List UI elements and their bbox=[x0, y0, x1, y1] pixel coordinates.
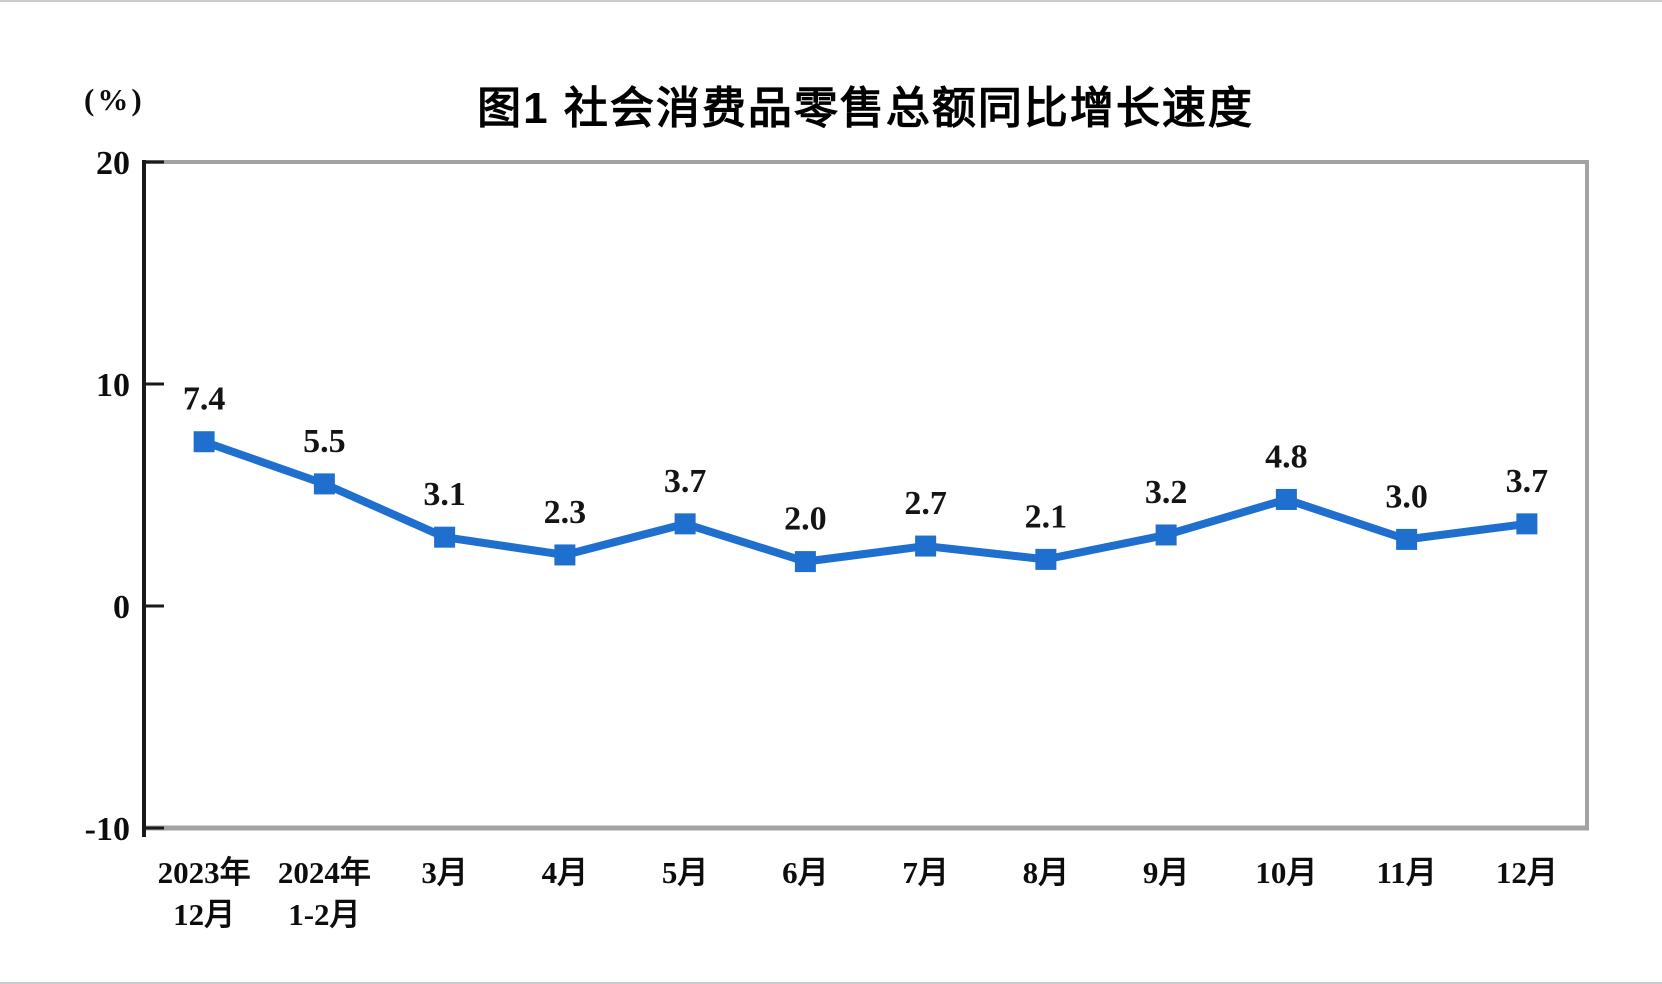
y-tick-label: 20 bbox=[96, 145, 130, 182]
x-axis-label: 12月 bbox=[1496, 855, 1558, 890]
data-point-marker bbox=[1155, 524, 1177, 546]
data-point-label: 5.5 bbox=[303, 423, 346, 460]
y-tick-label: 0 bbox=[113, 589, 130, 626]
series-line bbox=[200, 437, 1531, 566]
x-axis-label: 9月 bbox=[1143, 855, 1190, 890]
y-tick-label: -10 bbox=[85, 811, 130, 848]
data-point-marker bbox=[1396, 528, 1418, 550]
data-point-label: 3.7 bbox=[664, 463, 707, 500]
x-axis-label: 5月 bbox=[662, 855, 709, 890]
data-point-label: 3.0 bbox=[1385, 478, 1428, 515]
x-axis-label: 11月 bbox=[1376, 855, 1436, 890]
chart-title: 图1 社会消费品零售总额同比增长速度 bbox=[477, 84, 1254, 133]
x-axis-label: 6月 bbox=[782, 855, 829, 890]
data-point-label: 7.4 bbox=[183, 381, 226, 418]
data-point-label: 3.1 bbox=[423, 476, 466, 513]
data-point-marker bbox=[193, 431, 215, 453]
data-point-label: 2.7 bbox=[904, 485, 947, 522]
data-point-marker bbox=[674, 513, 696, 535]
data-point-marker bbox=[1275, 488, 1297, 510]
x-axis-label: 2024年 bbox=[278, 855, 371, 890]
data-point-label: 2.3 bbox=[544, 494, 587, 531]
y-axis-unit-label: (%) bbox=[84, 82, 145, 117]
data-point-label: 3.2 bbox=[1145, 474, 1188, 511]
data-point-marker bbox=[434, 526, 456, 548]
x-axis-label: 3月 bbox=[421, 855, 468, 890]
data-point-label: 3.7 bbox=[1506, 463, 1549, 500]
x-axis-label: 10月 bbox=[1255, 855, 1317, 890]
data-point-marker bbox=[915, 535, 937, 557]
data-point-marker bbox=[794, 551, 816, 573]
data-point-marker bbox=[313, 473, 335, 495]
data-point-marker bbox=[1035, 548, 1057, 570]
y-tick-label: 10 bbox=[96, 367, 130, 404]
x-axis-sublabel: 12月 bbox=[173, 897, 235, 932]
x-axis-label: 4月 bbox=[542, 855, 589, 890]
x-axis-sublabel: 1-2月 bbox=[288, 897, 360, 932]
x-axis-label: 8月 bbox=[1023, 855, 1070, 890]
data-point-marker bbox=[554, 544, 576, 566]
data-point-marker bbox=[1516, 513, 1538, 535]
x-axis-label: 7月 bbox=[902, 855, 949, 890]
data-point-label: 2.0 bbox=[784, 501, 827, 538]
data-point-label: 2.1 bbox=[1025, 498, 1068, 535]
data-point-label: 4.8 bbox=[1265, 438, 1308, 475]
x-axis-label: 2023年 bbox=[158, 855, 251, 890]
